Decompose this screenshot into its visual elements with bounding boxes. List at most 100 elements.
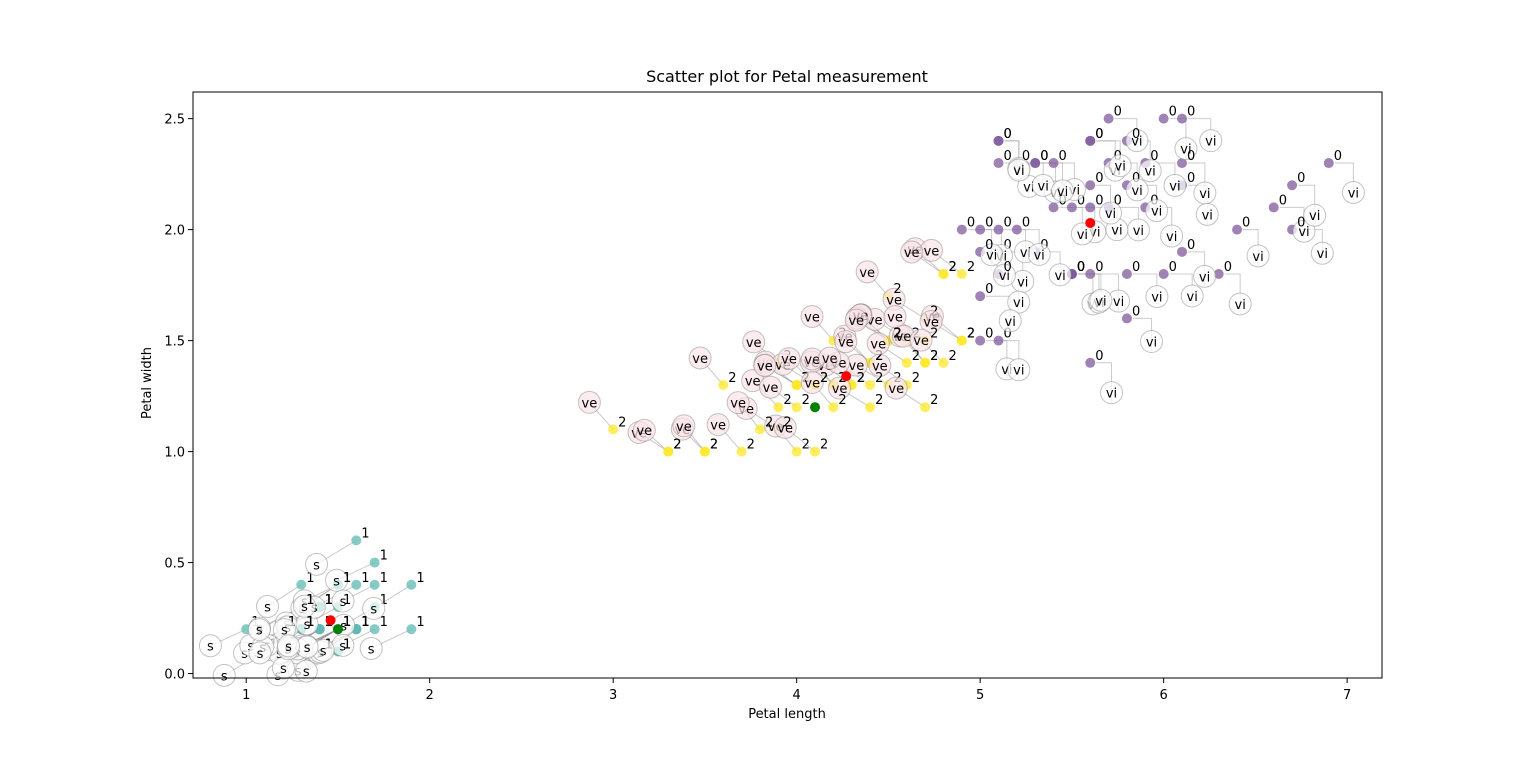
data-point bbox=[1085, 357, 1096, 368]
species-annotation: vi bbox=[1023, 180, 1034, 195]
annotation-bubble bbox=[834, 330, 858, 354]
species-annotation: ve bbox=[746, 336, 762, 351]
annotation-bubble bbox=[980, 243, 1004, 267]
cluster-label: 1 bbox=[343, 571, 351, 586]
species-annotation: vi bbox=[1202, 208, 1213, 223]
species-annotation: ve bbox=[870, 338, 886, 353]
species-annotation: s bbox=[370, 602, 377, 617]
annotation-bubble bbox=[1310, 241, 1334, 265]
species-annotation: ve bbox=[730, 397, 746, 412]
cluster-label: 2 bbox=[857, 371, 865, 386]
cluster-label: 0 bbox=[1004, 327, 1012, 342]
data-point bbox=[791, 380, 802, 390]
species-annotation: vi bbox=[1111, 224, 1122, 239]
annotation-bubble bbox=[1199, 129, 1223, 153]
cluster-label: 2 bbox=[948, 260, 956, 275]
cluster-label: 2 bbox=[930, 327, 938, 342]
cluster-label: 2 bbox=[893, 327, 901, 342]
cluster-label: 0 bbox=[1095, 127, 1103, 142]
species-annotation: s bbox=[256, 624, 263, 639]
x-tick-label: 5 bbox=[976, 688, 984, 703]
green-centroid bbox=[332, 624, 343, 635]
annotation-bubble bbox=[1163, 173, 1187, 197]
annotation-bubble bbox=[1246, 244, 1270, 268]
cluster-label: 0 bbox=[1077, 260, 1085, 275]
species-annotation: vi bbox=[1131, 135, 1142, 150]
data-point bbox=[773, 402, 784, 413]
cluster-label: 1 bbox=[361, 615, 369, 630]
species-annotation: s bbox=[304, 618, 311, 633]
cluster-label: 2 bbox=[893, 327, 901, 342]
data-point bbox=[810, 446, 821, 457]
data-point bbox=[1121, 313, 1132, 324]
species-annotation: ve bbox=[886, 293, 902, 308]
species-annotation: ve bbox=[777, 421, 793, 436]
cluster-label: 2 bbox=[875, 393, 883, 408]
data-point bbox=[718, 380, 729, 390]
annotation-bubble bbox=[1100, 381, 1124, 405]
annotation-bubble bbox=[758, 375, 782, 399]
cluster-label: 2 bbox=[967, 260, 975, 275]
species-annotation: ve bbox=[745, 375, 761, 390]
species-annotation: vi bbox=[1105, 207, 1116, 222]
cluster-label: 2 bbox=[820, 438, 828, 453]
annotation-bubble bbox=[1089, 288, 1113, 312]
annotation-bubble bbox=[247, 618, 271, 642]
data-point bbox=[1030, 158, 1041, 169]
annotation-bubble bbox=[1048, 263, 1072, 287]
y-tick-label: 2.0 bbox=[164, 224, 185, 239]
red-centroid bbox=[1085, 217, 1096, 228]
species-annotation: ve bbox=[822, 352, 838, 367]
cluster-label: 0 bbox=[1187, 238, 1195, 253]
annotation-bubble bbox=[1098, 201, 1122, 225]
species-annotation: ve bbox=[849, 359, 865, 374]
data-point bbox=[938, 357, 949, 368]
cluster-label: 0 bbox=[1114, 193, 1122, 208]
data-point bbox=[993, 224, 1004, 235]
annotation-bubble bbox=[632, 418, 656, 442]
species-annotation: vi bbox=[1033, 248, 1044, 263]
species-annotation: s bbox=[281, 624, 288, 639]
species-annotation: vi bbox=[1057, 185, 1068, 200]
data-point bbox=[920, 357, 931, 368]
species-annotation: ve bbox=[904, 246, 920, 261]
annotation-bubble bbox=[1193, 264, 1217, 288]
cluster-label: 2 bbox=[967, 327, 975, 342]
annotation-bubble bbox=[998, 309, 1022, 333]
data-point bbox=[1085, 135, 1096, 146]
cluster-label: 1 bbox=[306, 615, 314, 630]
cluster-label: 0 bbox=[985, 327, 993, 342]
annotation-bubble bbox=[1051, 179, 1075, 203]
centroid-markers bbox=[325, 217, 1096, 635]
annotation-bubble bbox=[818, 346, 842, 370]
data-point bbox=[993, 158, 1004, 169]
axes-frame bbox=[192, 91, 1383, 679]
data-point bbox=[1048, 202, 1059, 213]
cluster-label: 0 bbox=[1077, 260, 1085, 275]
annotation-bubble bbox=[773, 415, 797, 439]
annotation-bubble bbox=[1027, 242, 1051, 266]
species-annotation: s bbox=[340, 595, 347, 610]
data-point bbox=[993, 135, 1004, 146]
data-point bbox=[369, 557, 380, 568]
annotation-bubble bbox=[726, 391, 750, 415]
annotation-bubble bbox=[212, 663, 236, 687]
y-tick-label: 2.5 bbox=[164, 113, 185, 128]
data-point bbox=[993, 335, 1004, 346]
cluster-label: 1 bbox=[306, 571, 314, 586]
cluster-label: 2 bbox=[930, 349, 938, 364]
green-centroid bbox=[810, 402, 821, 413]
species-annotation: ve bbox=[710, 419, 726, 434]
annotation-bubble bbox=[828, 376, 852, 400]
data-point bbox=[663, 446, 674, 457]
annotation-bubble bbox=[325, 568, 349, 592]
species-annotation: vi bbox=[1013, 296, 1024, 311]
species-annotation: vi bbox=[1131, 184, 1142, 199]
cluster-label: 2 bbox=[783, 415, 791, 430]
data-point bbox=[351, 579, 362, 590]
species-annotation: vi bbox=[1298, 225, 1309, 240]
cluster-label: 0 bbox=[1004, 238, 1012, 253]
cluster-label: 2 bbox=[875, 371, 883, 386]
data-point bbox=[1121, 269, 1132, 280]
annotation-bubble bbox=[1303, 203, 1327, 227]
